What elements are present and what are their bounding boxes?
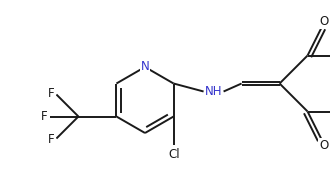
Text: F: F (48, 87, 55, 100)
Text: O: O (319, 15, 328, 28)
Text: N: N (141, 60, 149, 74)
Text: O: O (319, 139, 328, 152)
Text: F: F (48, 133, 55, 146)
Text: Cl: Cl (169, 148, 181, 161)
Text: F: F (41, 110, 48, 123)
Text: NH: NH (205, 85, 222, 98)
